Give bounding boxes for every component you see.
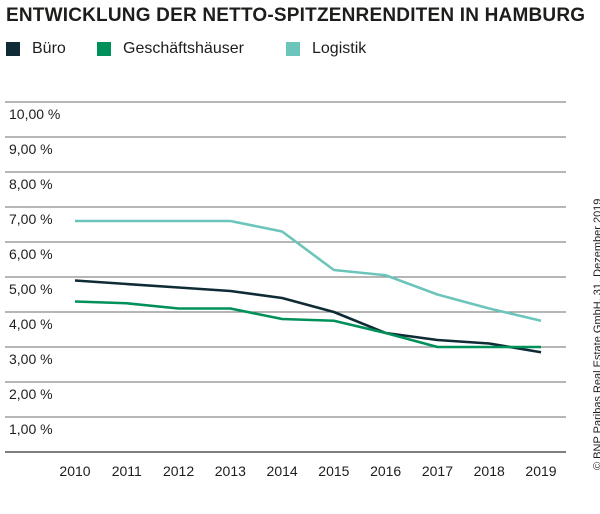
x-tick-label: 2012 [163, 463, 194, 479]
series-line-logistik [75, 219, 542, 323]
x-tick-label: 2019 [525, 463, 556, 479]
copyright-credit: © BNP Paribas Real Estate GmbH, 31. Deze… [592, 198, 600, 470]
y-tick-label: 10,00 % [9, 106, 60, 122]
y-tick-label: 7,00 % [9, 211, 53, 227]
legend-swatch [6, 42, 20, 56]
x-tick-label: 2016 [370, 463, 401, 479]
series-line-büro [74, 279, 542, 354]
legend-item-geschaeftshaeuser: Geschäftshäuser [97, 40, 244, 58]
x-tick-label: 2010 [59, 463, 90, 479]
y-tick-label: 6,00 % [9, 246, 53, 262]
x-tick-label: 2015 [318, 463, 349, 479]
x-tick-label: 2014 [267, 463, 298, 479]
legend-label: Büro [32, 40, 66, 57]
legend-label: Geschäftshäuser [123, 40, 244, 57]
legend-label: Logistik [312, 40, 367, 57]
x-tick-label: 2011 [112, 463, 142, 479]
y-tick-label: 1,00 % [9, 421, 53, 437]
y-tick-label: 8,00 % [9, 176, 53, 192]
chart-title: ENTWICKLUNG DER NETTO-SPITZENRENDITEN IN… [6, 5, 586, 26]
legend-swatch [97, 42, 111, 56]
x-tick-label: 2013 [215, 463, 246, 479]
y-tick-label: 4,00 % [9, 316, 53, 332]
legend-item-logistik: Logistik [286, 40, 366, 58]
legend-item-buero: Büro [6, 40, 66, 58]
x-tick-label: 2017 [422, 463, 453, 479]
x-tick-label: 2018 [474, 463, 505, 479]
y-tick-label: 9,00 % [9, 141, 53, 157]
legend-swatch [286, 42, 300, 56]
y-tick-label: 3,00 % [9, 351, 53, 367]
y-tick-label: 2,00 % [9, 386, 53, 402]
y-tick-label: 5,00 % [9, 281, 53, 297]
series-line-geschäftshäuser [74, 300, 541, 349]
